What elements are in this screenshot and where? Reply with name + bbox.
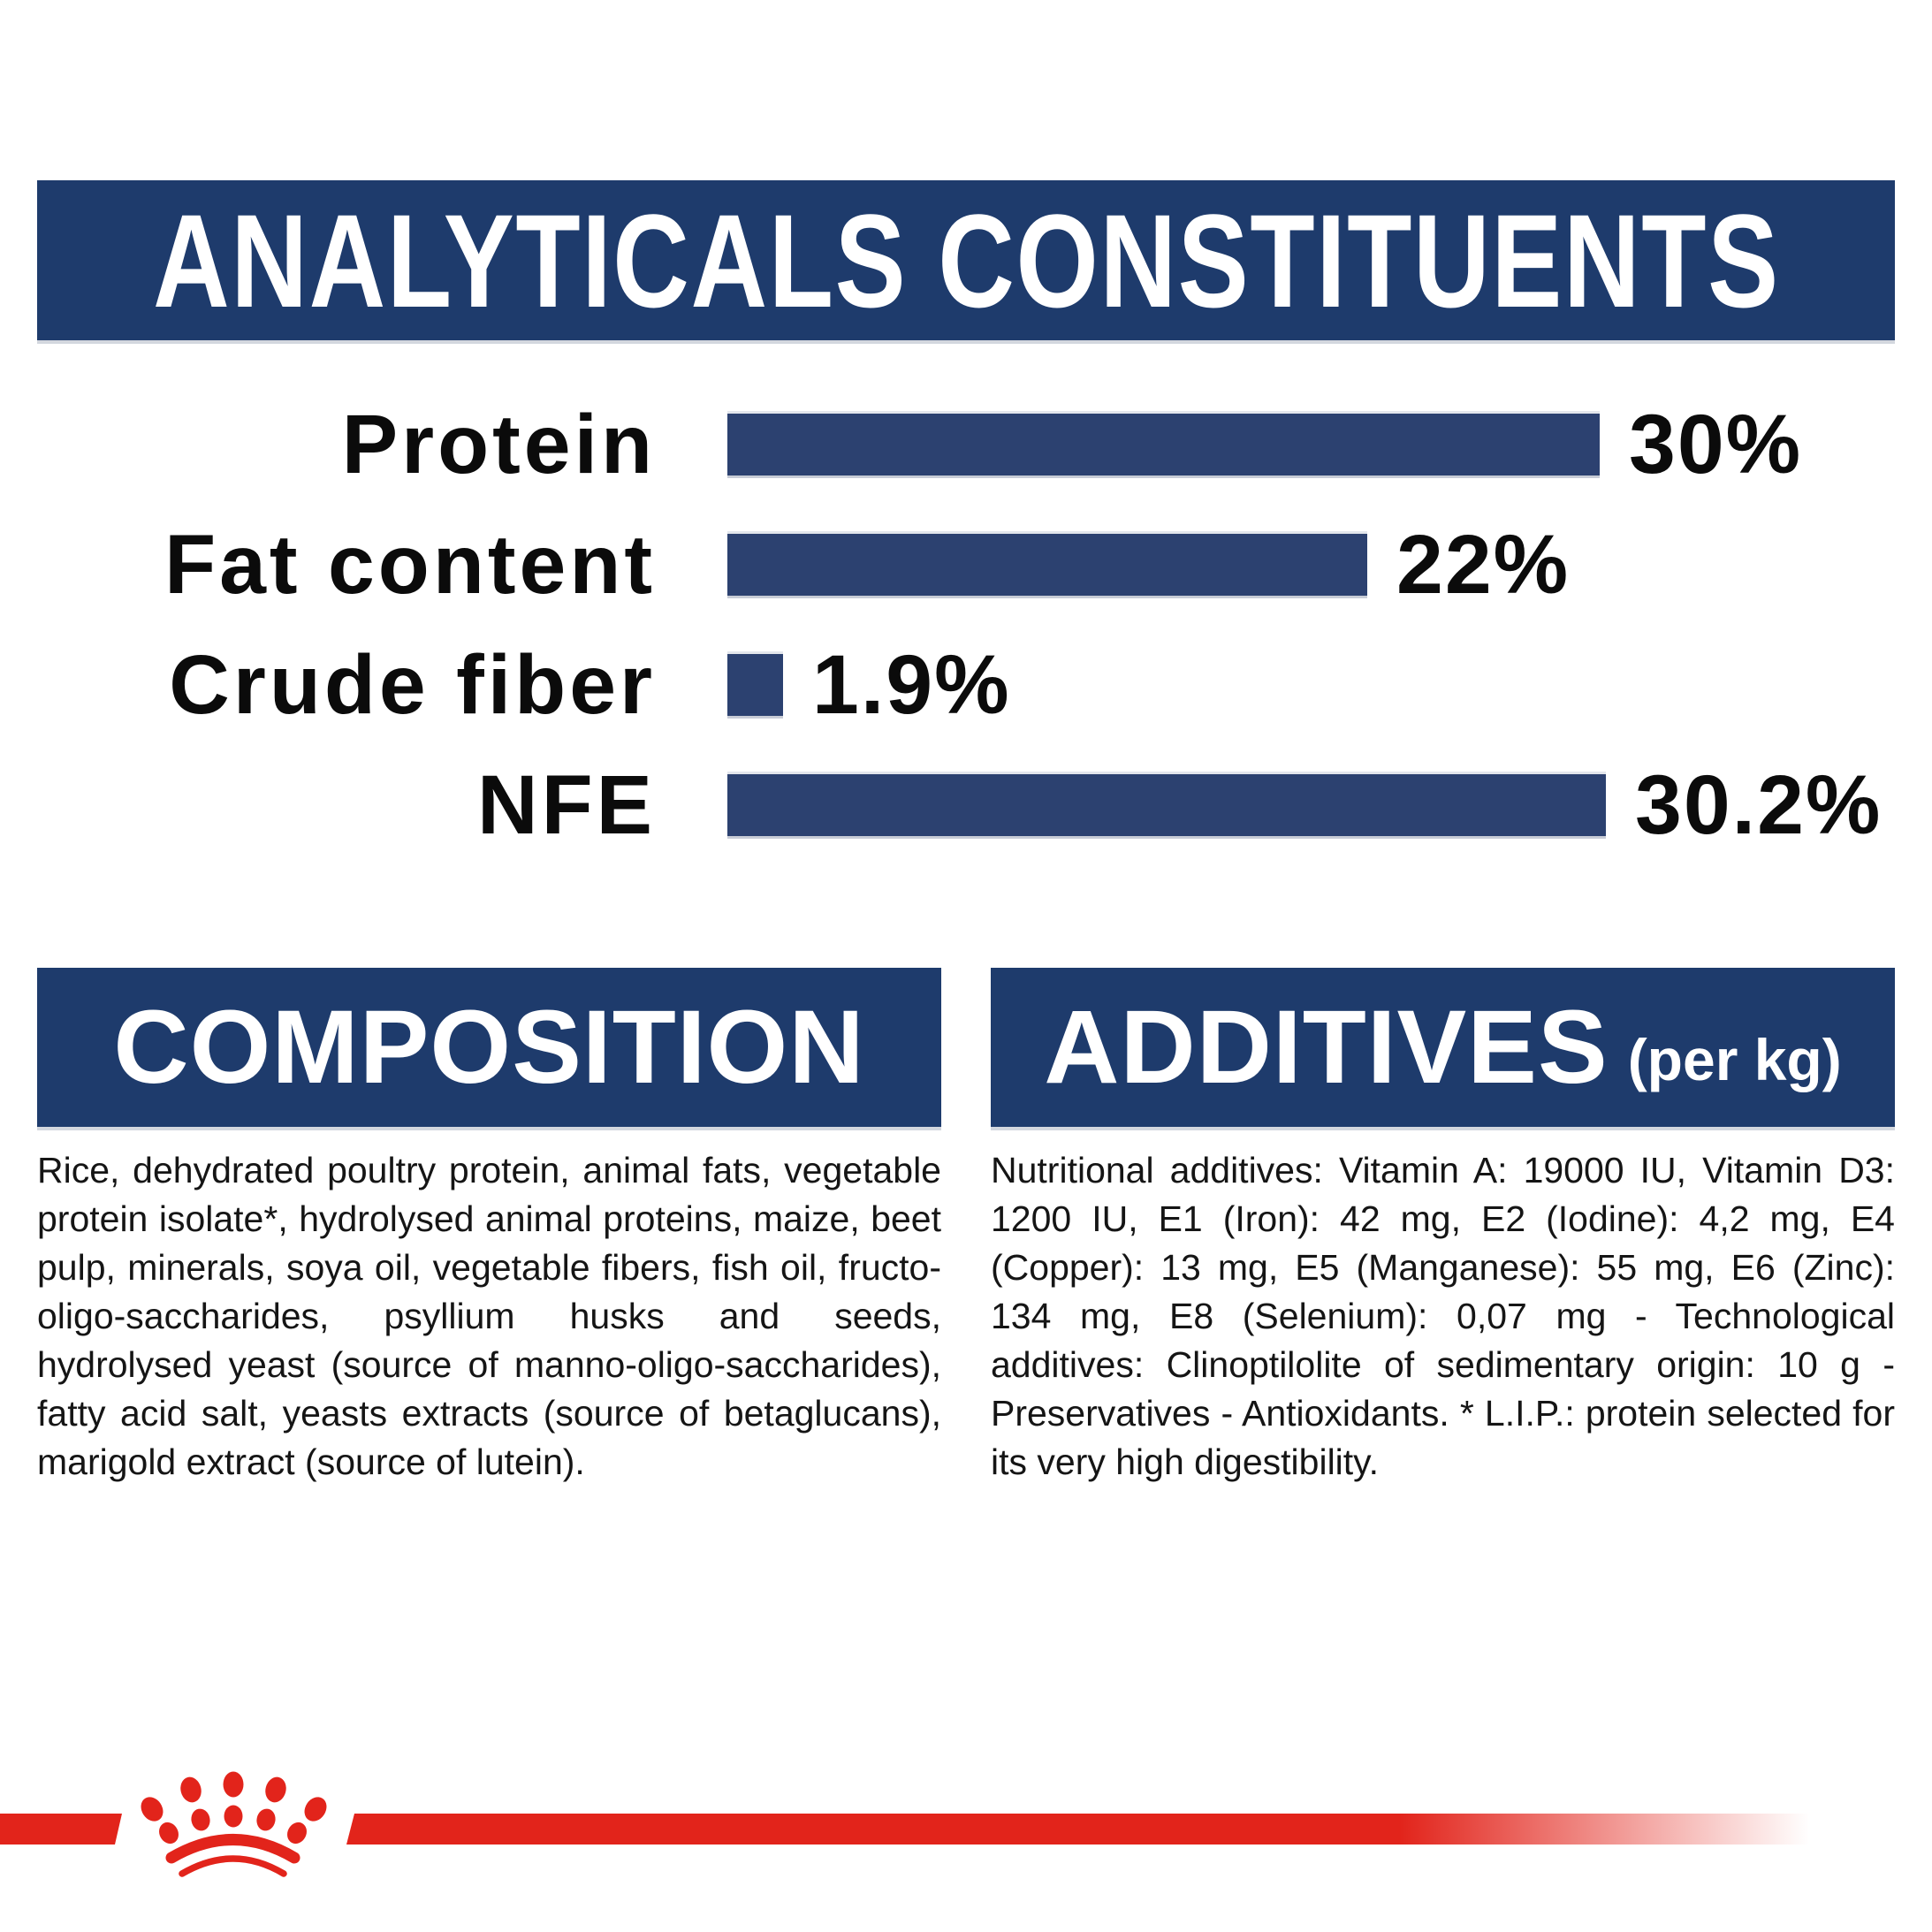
bar <box>727 774 1606 836</box>
royal-canin-crown-logo <box>141 1771 327 1877</box>
page-title: ANALYTICALS CONSTITUENTS <box>152 186 1780 335</box>
bar <box>727 414 1600 475</box>
bar-value: 1.9% <box>812 637 1011 732</box>
composition-title: COMPOSITION <box>113 989 865 1106</box>
bar <box>727 534 1367 596</box>
analytical-constituents-header: ANALYTICALS CONSTITUENTS <box>37 180 1895 340</box>
crown-dots-inner <box>159 1805 307 1845</box>
bar <box>727 654 783 716</box>
bar-value: 22% <box>1396 517 1571 612</box>
chart-row-nfe: NFE 30.2% <box>0 763 1932 847</box>
composition-section: COMPOSITION Rice, dehydrated poultry pro… <box>37 968 941 1487</box>
additives-header: ADDITIVES (per kg) <box>991 968 1895 1127</box>
crown-arcs <box>165 1834 300 1877</box>
bar-label: Protein <box>341 397 656 491</box>
bar-label: Fat content <box>164 517 656 612</box>
bar-label: Crude fiber <box>169 637 656 732</box>
crown-dots-outer <box>141 1771 327 1822</box>
additives-title-suffix: (per kg) <box>1627 1027 1842 1092</box>
info-columns: COMPOSITION Rice, dehydrated poultry pro… <box>37 968 1895 1487</box>
additives-title: ADDITIVES <box>1044 989 1609 1106</box>
bar-value: 30% <box>1629 397 1803 491</box>
bar-value: 30.2% <box>1635 757 1883 852</box>
chart-row-fat-content: Fat content 22% <box>0 522 1932 606</box>
bar-label: NFE <box>477 757 656 852</box>
red-rule-right <box>346 1814 1809 1845</box>
composition-text: Rice, dehydrated poultry protein, animal… <box>37 1150 941 1482</box>
chart-row-crude-fiber: Crude fiber 1.9% <box>0 643 1932 726</box>
analytical-constituents-chart: Protein 30% Fat content 22% Crude fiber … <box>0 402 1932 847</box>
additives-section: ADDITIVES (per kg) Nutritional additives… <box>991 968 1895 1487</box>
additives-text: Nutritional additives: Vitamin A: 19000 … <box>991 1150 1895 1482</box>
composition-header: COMPOSITION <box>37 968 941 1127</box>
chart-row-protein: Protein 30% <box>0 402 1932 486</box>
red-rule-left <box>0 1814 122 1845</box>
